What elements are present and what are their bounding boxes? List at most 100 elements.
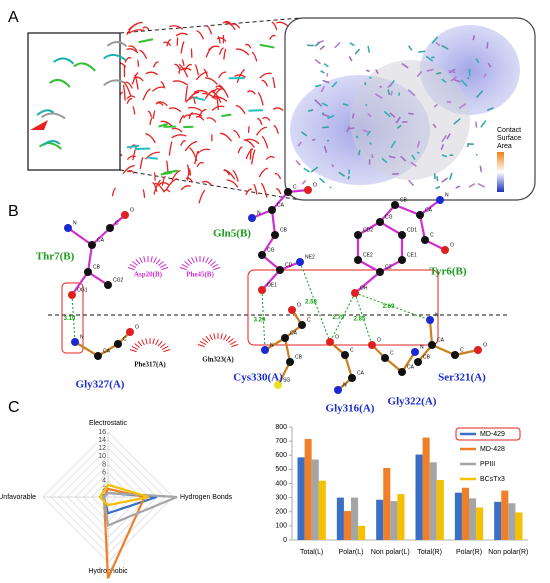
covalent-bond — [91, 227, 111, 246]
atom — [284, 188, 292, 196]
helix — [125, 81, 133, 89]
atom-label: CA — [103, 348, 111, 354]
helix — [181, 59, 185, 66]
stick — [388, 155, 396, 159]
residue-label: Gln5(B) — [213, 228, 251, 240]
hydrophobic-arc — [143, 256, 146, 263]
helix — [171, 134, 187, 139]
atom-label: C — [115, 220, 119, 226]
radar-series — [102, 491, 178, 527]
helix — [152, 61, 159, 68]
stick — [410, 161, 417, 167]
atom — [261, 346, 269, 354]
bar — [454, 492, 462, 540]
covalent-bond — [270, 209, 277, 236]
atom — [296, 258, 304, 266]
stick — [303, 167, 310, 173]
strand — [221, 113, 232, 118]
bar — [390, 501, 398, 540]
stick — [468, 182, 476, 188]
r-tick-label: 14 — [98, 437, 106, 444]
helix — [196, 161, 204, 168]
stick — [301, 131, 308, 137]
helix — [179, 114, 185, 124]
atom — [126, 328, 134, 336]
stick — [441, 44, 449, 50]
panel-label: C — [8, 399, 20, 416]
helix — [274, 173, 282, 180]
stick — [418, 50, 426, 54]
stick — [367, 112, 372, 118]
covalent-bond — [86, 244, 94, 273]
atom-label: CE2 — [363, 252, 373, 258]
stick — [331, 163, 335, 168]
axis-label: Electrostatic — [89, 420, 128, 427]
atom-label: CA — [425, 207, 433, 213]
strand — [193, 96, 206, 102]
atom-label: CD — [285, 262, 293, 268]
atom-label: O — [130, 207, 134, 213]
stick — [392, 172, 399, 176]
helix — [180, 140, 187, 146]
hydrogen-bond — [354, 292, 431, 321]
helix — [198, 189, 206, 204]
residue-label: Gln323(A) — [202, 356, 234, 364]
stick — [320, 70, 325, 74]
helix — [126, 98, 133, 104]
atom-label: CD1 — [407, 227, 417, 233]
stick — [374, 93, 383, 99]
hydrophobic-arc — [159, 263, 167, 268]
helix — [122, 81, 132, 96]
helix — [265, 155, 275, 161]
covalent-bond — [271, 191, 289, 211]
y-tick-label: 500 — [275, 466, 287, 473]
helix — [180, 67, 192, 71]
stick — [321, 113, 330, 118]
hydrophobic-arc — [195, 256, 198, 263]
atom-label: O — [135, 324, 139, 330]
stick — [367, 45, 371, 53]
inset-box — [27, 32, 121, 171]
atom — [104, 281, 112, 289]
stick — [475, 58, 480, 64]
atom-label: N — [445, 192, 449, 198]
atom-label: C — [123, 336, 127, 342]
helix — [151, 86, 165, 92]
atom — [248, 214, 256, 222]
helix — [145, 71, 159, 76]
bar — [336, 497, 344, 540]
hydrophobic-arc — [184, 261, 190, 267]
atom — [258, 251, 266, 259]
strand — [103, 53, 127, 62]
stick — [467, 76, 470, 80]
zoom-line — [119, 17, 301, 34]
atom-label: C — [460, 347, 464, 353]
atom-label: C — [293, 184, 297, 190]
atom — [348, 374, 356, 382]
atom-label: N — [435, 312, 439, 318]
hydrophobic-arc — [210, 261, 216, 267]
helix — [237, 146, 243, 154]
stick — [331, 81, 338, 88]
covalent-bond — [354, 271, 381, 294]
covalent-bond — [343, 354, 354, 379]
stick — [483, 73, 487, 78]
atom — [428, 341, 436, 349]
atom-label: C — [350, 347, 354, 353]
atom-label: O — [377, 337, 381, 343]
helix — [147, 110, 153, 118]
hydrophobic-arc — [205, 335, 211, 342]
atom — [398, 368, 406, 376]
helix — [261, 135, 269, 149]
atom-label: CG — [267, 247, 275, 253]
helix — [261, 79, 269, 87]
residue-label: Phe317(A) — [134, 361, 166, 369]
bar — [436, 479, 444, 540]
hydrophobic-arc — [127, 267, 135, 271]
residue-label: Gly327(A) — [76, 379, 125, 391]
atom-label: CB — [295, 354, 303, 360]
hydrophobic-arc — [209, 334, 213, 341]
hydrophobic-arc — [129, 263, 137, 268]
atom-label: N — [270, 342, 274, 348]
bar — [297, 457, 305, 540]
